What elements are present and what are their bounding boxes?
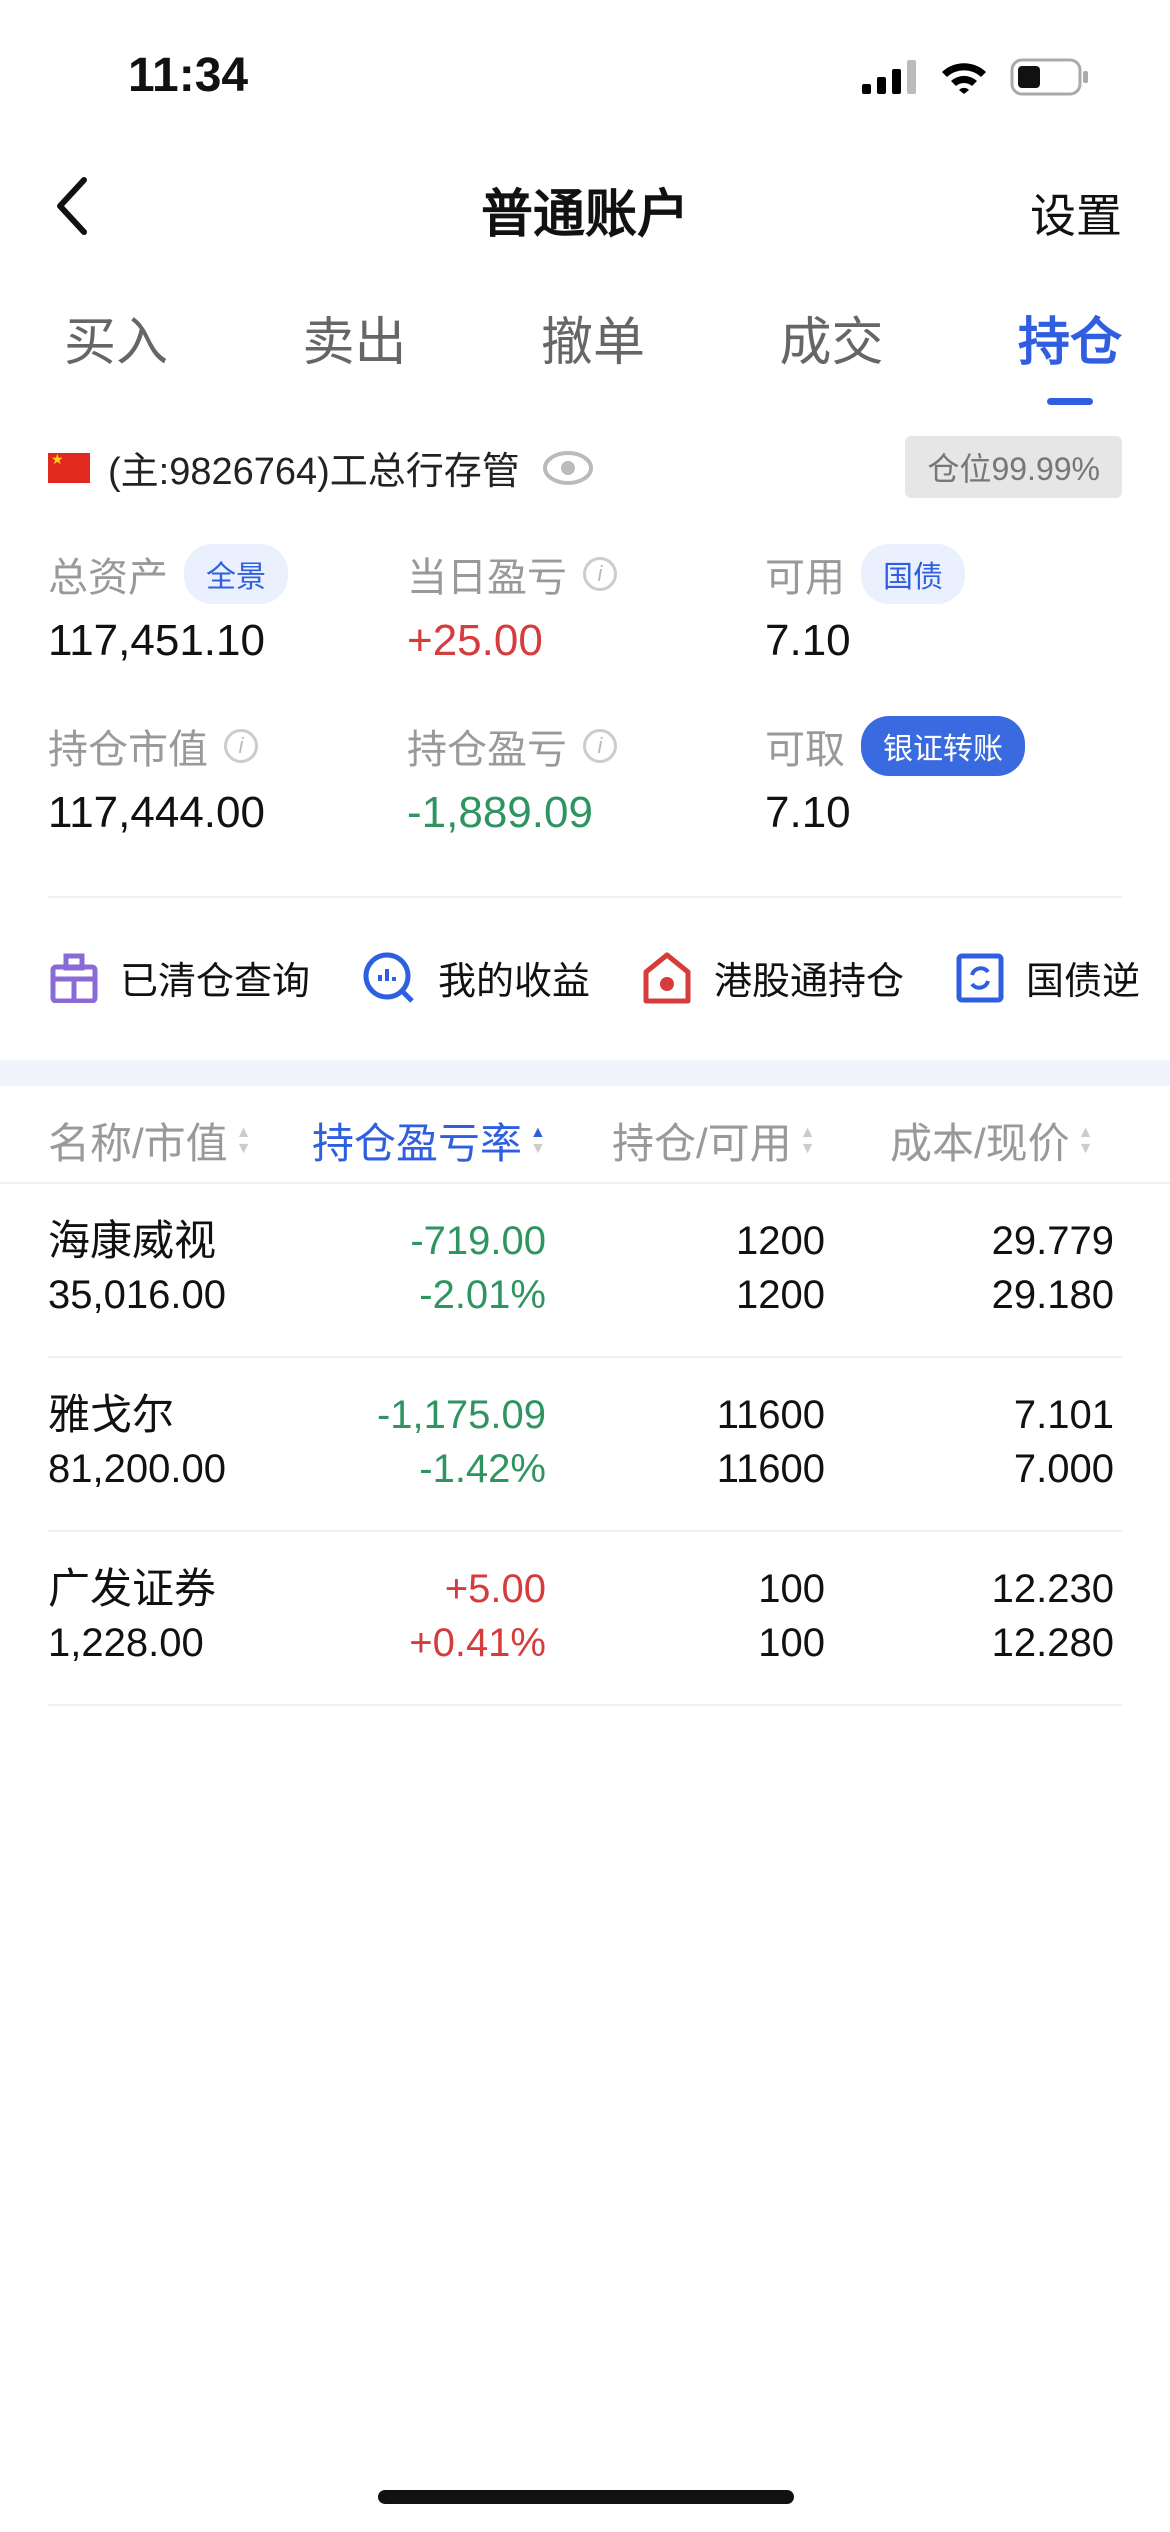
account-name: (主:9826764)工总行存管 <box>108 451 520 493</box>
tab-deals[interactable]: 成交 <box>779 314 884 372</box>
current-price: 12.280 <box>991 1621 1114 1665</box>
holding-qty: 100 <box>758 1567 825 1611</box>
metric-label: 持仓盈亏 <box>407 728 567 772</box>
cleared-icon <box>50 953 98 1003</box>
stock-name: 广发证券 <box>48 1565 217 1612</box>
available-qty: 100 <box>758 1621 825 1665</box>
market-value: 35,016.00 <box>48 1273 226 1317</box>
cost-price: 7.101 <box>1013 1393 1114 1437</box>
earnings-icon <box>363 952 414 1003</box>
panorama-button[interactable]: 全景 <box>184 544 288 604</box>
quick-link-label: 国债逆 <box>1026 961 1141 1003</box>
metric-label: 可用 <box>765 556 845 600</box>
header-label: 名称/市值 <box>48 1120 228 1167</box>
quick-link-label: 已清仓查询 <box>120 961 311 1003</box>
quick-link-label: 我的收益 <box>438 961 591 1003</box>
metric-withdrawable: 可取 银证转账 7.10 <box>765 716 1025 838</box>
metric-value: 7.10 <box>765 788 851 837</box>
divider <box>48 896 1122 898</box>
holding-qty: 11600 <box>716 1393 825 1437</box>
sort-icon: ▲ ▼ <box>235 1123 252 1157</box>
sort-cost-price[interactable]: 成本/现价 ▲ ▼ <box>890 1110 1094 1171</box>
holding-qty: 1200 <box>736 1219 825 1263</box>
sort-holding[interactable]: 持仓/可用 ▲ ▼ <box>612 1110 816 1171</box>
sort-icon: ▲ ▼ <box>799 1123 816 1157</box>
tab-cancel[interactable]: 撤单 <box>540 314 645 372</box>
tab-sell[interactable]: 卖出 <box>302 314 407 372</box>
info-icon[interactable]: i <box>583 557 617 591</box>
quick-link-cleared[interactable]: 已清仓查询 <box>50 950 310 1005</box>
stock-name: 雅戈尔 <box>48 1391 175 1438</box>
sort-name-value[interactable]: 名称/市值 ▲ ▼ <box>48 1110 252 1171</box>
market-value: 1,228.00 <box>48 1621 204 1665</box>
market-value: 81,200.00 <box>48 1447 226 1491</box>
metric-label: 可取 <box>765 728 845 772</box>
position-pnl: +5.00 <box>444 1567 546 1611</box>
sort-pnl-rate[interactable]: 持仓盈亏率 ▲ ▼ <box>312 1110 546 1171</box>
tab-positions[interactable]: 持仓 <box>1018 300 1122 375</box>
tab-buy[interactable]: 买入 <box>64 314 169 372</box>
available-qty: 1200 <box>736 1273 825 1317</box>
quick-links: 已清仓查询 我的收益 港股通持仓 国债逆 <box>50 950 1170 1005</box>
position-pnl: -719.00 <box>410 1219 546 1263</box>
battery-icon <box>1010 58 1088 96</box>
status-time: 11:34 <box>128 49 249 102</box>
bond-button[interactable]: 国债 <box>861 544 965 604</box>
cost-price: 12.230 <box>991 1567 1114 1611</box>
quick-link-label: 港股通持仓 <box>714 961 905 1003</box>
pnl-rate: -1.42% <box>419 1447 546 1491</box>
cost-price: 29.779 <box>991 1219 1114 1263</box>
available-qty: 11600 <box>716 1447 825 1491</box>
eye-icon[interactable] <box>542 448 594 488</box>
metric-available: 可用 国债 7.10 <box>765 544 965 666</box>
metric-value: 7.10 <box>765 616 851 665</box>
metric-position-pnl: 持仓盈亏 i -1,889.09 <box>407 718 617 838</box>
sort-asc-icon: ▲ ▼ <box>530 1123 546 1157</box>
metric-label: 当日盈亏 <box>407 556 567 600</box>
current-price: 7.000 <box>1013 1447 1114 1491</box>
account-selector[interactable]: (主:9826764)工总行存管 <box>48 440 594 495</box>
metric-total-assets: 总资产 全景 117,451.10 <box>48 544 288 666</box>
section-separator <box>0 1060 1170 1086</box>
wifi-icon <box>942 63 986 94</box>
current-price: 29.180 <box>991 1273 1114 1317</box>
info-icon[interactable]: i <box>583 729 617 763</box>
quick-link-hk-connect[interactable]: 港股通持仓 <box>642 950 904 1005</box>
metric-value: +25.00 <box>407 616 543 665</box>
metric-label: 持仓市值 <box>48 728 208 772</box>
metric-value: -1,889.09 <box>407 788 593 837</box>
china-flag-icon <box>48 451 90 483</box>
info-icon[interactable]: i <box>224 729 258 763</box>
stock-name: 海康威视 <box>48 1217 217 1264</box>
trade-tabs: 买入 卖出 撤单 成交 持仓 <box>0 300 1170 375</box>
hk-connect-icon <box>643 952 691 1003</box>
metric-value: 117,451.10 <box>48 616 265 665</box>
bank-transfer-button[interactable]: 银证转账 <box>861 716 1025 776</box>
table-row[interactable]: 海康威视 35,016.00 -719.00 -2.01% 1200 1200 29.… <box>48 1184 1122 1358</box>
status-icons <box>862 58 1090 96</box>
metric-value: 117,444.00 <box>48 788 265 837</box>
header-label: 成本/现价 <box>890 1120 1070 1167</box>
table-row[interactable]: 广发证券 1,228.00 +5.00 +0.41% 100 100 12.230 12… <box>48 1532 1122 1706</box>
quick-link-bond-repo[interactable]: 国债逆 <box>956 950 1140 1005</box>
pnl-rate: +0.41% <box>409 1621 546 1665</box>
metric-label: 总资产 <box>48 556 168 600</box>
signal-icon <box>862 60 916 94</box>
settings-button[interactable]: 设置 <box>1030 190 1122 242</box>
home-indicator[interactable] <box>378 2490 794 2504</box>
sort-icon: ▲ ▼ <box>1077 1123 1094 1157</box>
pnl-rate: -2.01% <box>419 1273 546 1317</box>
position-ratio-badge: 仓位99.99% <box>905 436 1122 498</box>
metric-daily-pnl: 当日盈亏 i +25.00 <box>407 546 617 666</box>
position-pnl: -1,175.09 <box>376 1393 546 1437</box>
bond-repo-icon <box>956 953 1004 1002</box>
positions-table-header: 名称/市值 ▲ ▼ 持仓盈亏率 ▲ ▼ 持仓/可用 ▲ ▼ 成本/现价 ▲ ▼ <box>0 1110 1170 1184</box>
back-icon[interactable] <box>52 176 92 236</box>
quick-link-earnings[interactable]: 我的收益 <box>362 950 590 1005</box>
header-label: 持仓盈亏率 <box>312 1120 523 1167</box>
table-row[interactable]: 雅戈尔 81,200.00 -1,175.09 -1.42% 11600 11600 … <box>48 1358 1122 1532</box>
metric-market-value: 持仓市值 i 117,444.00 <box>48 718 265 838</box>
header-label: 持仓/可用 <box>612 1120 792 1167</box>
page-title: 普通账户 <box>480 186 689 244</box>
